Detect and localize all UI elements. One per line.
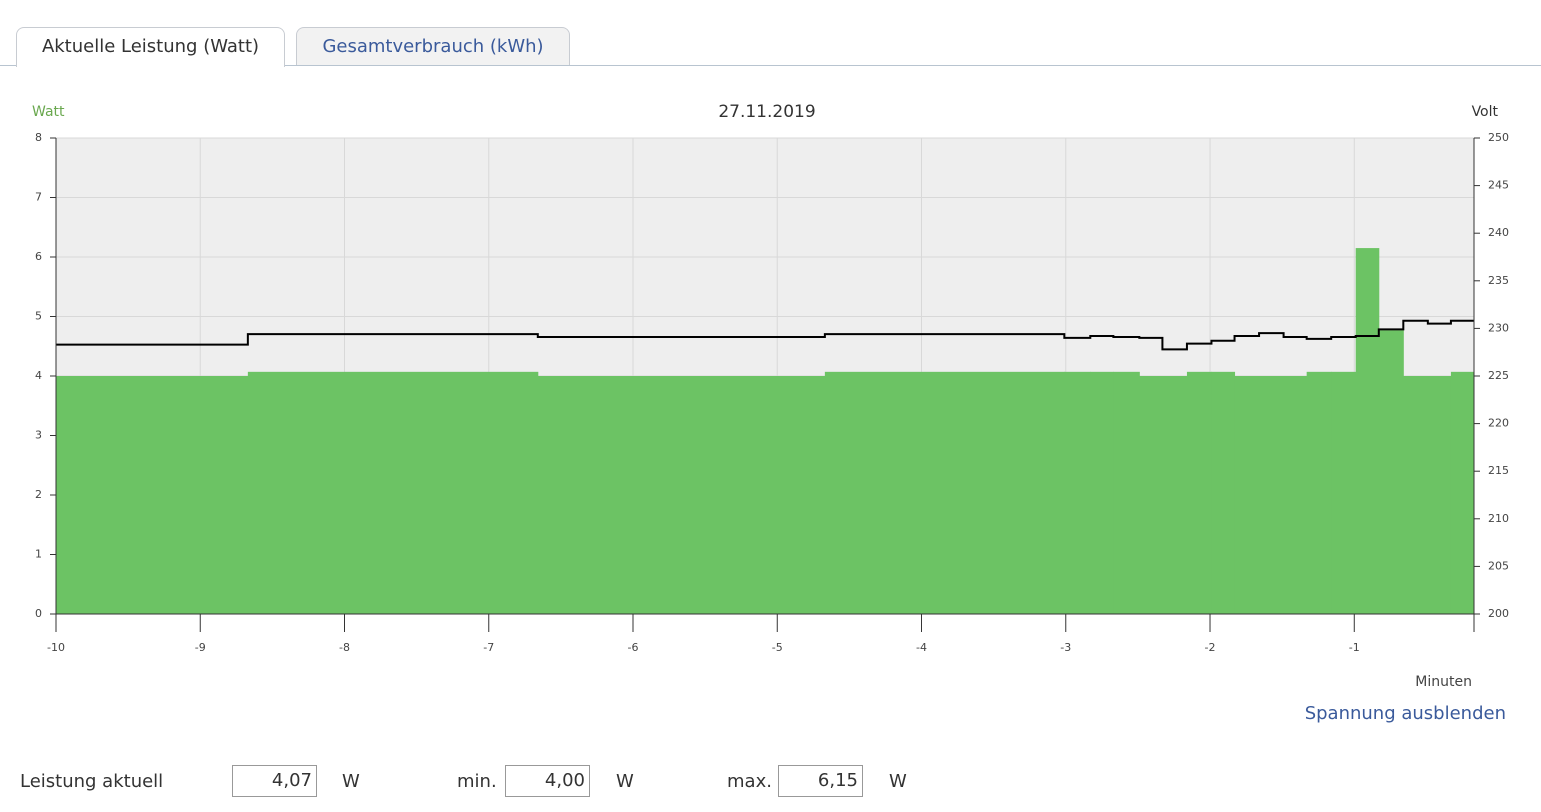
power-bar [1427, 376, 1452, 614]
stat-unit: W [616, 771, 634, 792]
power-bar [824, 371, 1065, 614]
stat-unit: W [889, 771, 907, 792]
x-tick-label: -2 [1205, 641, 1216, 654]
y2-tick-label: 240 [1488, 226, 1509, 239]
power-bar [1306, 371, 1332, 614]
power-bar [1113, 371, 1140, 614]
x-tick-label: -5 [772, 641, 783, 654]
power-bar [1090, 371, 1114, 614]
y-tick-label: 7 [35, 191, 42, 204]
toggle-voltage-link[interactable]: Spannung ausblenden [1304, 703, 1506, 724]
voltage-line [56, 319, 1474, 351]
stat-value: 4,00 [505, 765, 590, 797]
power-bar [1378, 330, 1404, 614]
y-tick-label: 3 [35, 429, 42, 442]
tab-active[interactable]: Aktuelle Leistung (Watt) [16, 27, 285, 67]
y-tick-label: 0 [35, 607, 42, 620]
x-tick-label: -6 [628, 641, 639, 654]
chart: 27.11.2019 Watt Volt Minuten -10 -9 -8 -7 -6… [32, 102, 1509, 690]
power-bar [247, 371, 539, 614]
x-tick-label: -8 [339, 641, 350, 654]
power-bar [1234, 376, 1260, 614]
power-bar [1283, 376, 1308, 614]
x-tick-label: -1 [1349, 641, 1360, 654]
x-tick-label: -10 [47, 641, 65, 654]
power-bar [1211, 371, 1236, 614]
y2-tick-label: 205 [1488, 559, 1509, 572]
x-axis-label: Minuten [1415, 674, 1472, 690]
power-bar [1355, 248, 1380, 614]
x-tick-label: -9 [195, 641, 206, 654]
y2-tick-label: 220 [1488, 417, 1509, 430]
power-bar [1064, 371, 1091, 614]
stat-label: max. [727, 771, 772, 792]
power-bar [1139, 376, 1163, 614]
y2-axis-label: Volt [1472, 104, 1499, 120]
stat-value: 4,07 [232, 765, 317, 797]
power-bar [537, 376, 826, 614]
y-tick-label: 5 [35, 310, 42, 323]
tab[interactable]: Gesamtverbrauch (kWh) [296, 27, 570, 66]
y2-tick-label: 235 [1488, 274, 1509, 287]
y-tick-label: 6 [35, 250, 42, 263]
power-bar [1450, 371, 1475, 614]
power-bar [56, 376, 249, 614]
power-bar [1259, 376, 1285, 614]
chart-title: 27.11.2019 [718, 102, 815, 122]
y2-tick-label: 215 [1488, 464, 1509, 477]
power-bar [1331, 371, 1357, 614]
stat-unit: W [342, 771, 360, 792]
power-bar [1162, 376, 1188, 614]
y2-tick-label: 210 [1488, 512, 1509, 525]
stat-label: min. [457, 771, 497, 792]
y2-tick-label: 225 [1488, 369, 1509, 382]
x-tick-label: -4 [916, 641, 927, 654]
y2-tick-label: 250 [1488, 131, 1509, 144]
y-tick-label: 2 [35, 488, 42, 501]
y2-tick-label: 200 [1488, 607, 1509, 620]
stat-label: Leistung aktuell [20, 771, 164, 792]
y-tick-label: 4 [35, 369, 42, 382]
y-axis-label: Watt [32, 104, 65, 120]
stat-value: 6,15 [778, 765, 863, 797]
y2-tick-label: 230 [1488, 321, 1509, 334]
y2-tick-label: 245 [1488, 179, 1509, 192]
y-tick-label: 8 [35, 131, 42, 144]
y-tick-label: 1 [35, 548, 42, 561]
x-tick-label: -3 [1060, 641, 1071, 654]
power-bar [1403, 376, 1429, 614]
power-bar [1186, 371, 1212, 614]
tab-divider [0, 65, 1541, 66]
x-tick-label: -7 [483, 641, 494, 654]
